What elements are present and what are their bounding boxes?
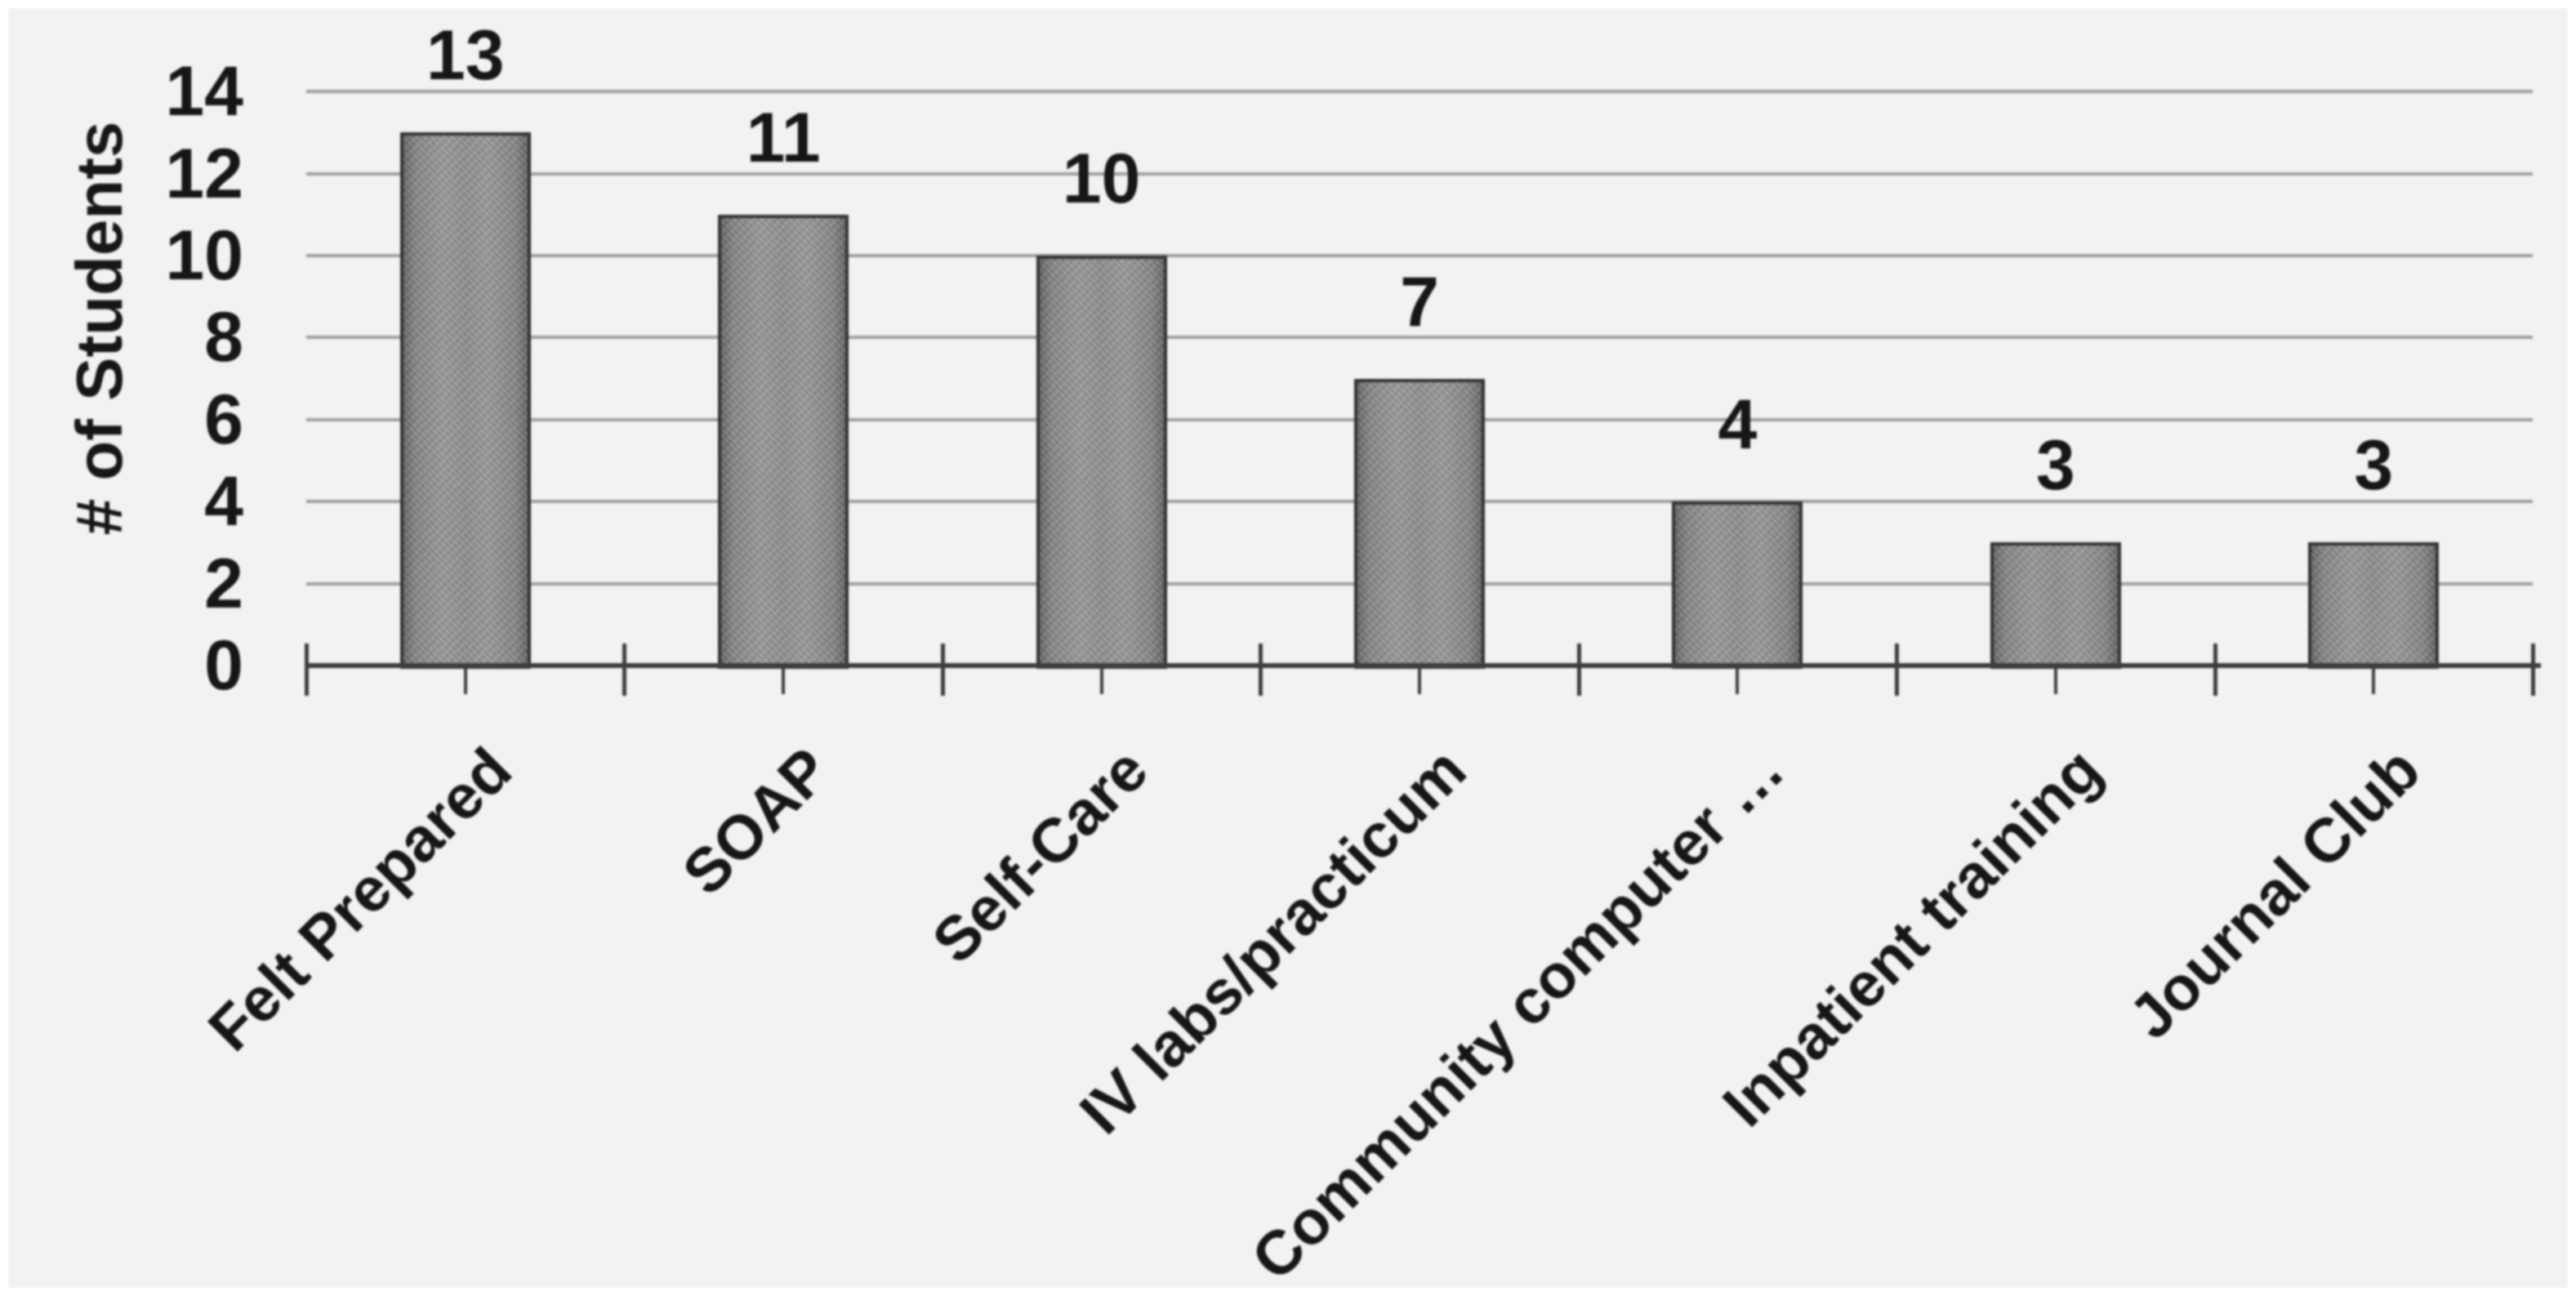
- bar-value-label: 3: [2035, 426, 2075, 505]
- bar-texture: [403, 136, 528, 666]
- y-axis-tick-label: 10: [165, 216, 243, 295]
- bar: [718, 214, 849, 669]
- category-label: Felt Prepared: [195, 734, 525, 1065]
- bar: [1354, 378, 1485, 669]
- bar: [399, 132, 531, 669]
- gridline-y14: [306, 90, 2533, 94]
- y-axis-tick-label: 6: [204, 380, 243, 459]
- x-axis-major-tick: [1895, 644, 1900, 696]
- y-axis-tick-label: 12: [165, 134, 243, 213]
- gridline-y10: [306, 254, 2533, 257]
- bar-chart: # of Students 0 2 4 6 8 10 12 14 13 Felt Prepared…: [8, 8, 2568, 1294]
- x-axis-minor-tick: [1418, 666, 1421, 694]
- bar-texture: [1675, 505, 1800, 666]
- x-axis-major-tick: [940, 644, 945, 696]
- gridline-y8: [306, 336, 2533, 340]
- category-label: Journal Club: [2115, 734, 2434, 1053]
- bar-value-label: 13: [426, 16, 505, 96]
- bar-value-label: 11: [746, 98, 821, 177]
- bar-value-label: 10: [1062, 140, 1141, 218]
- bar-texture: [2311, 546, 2436, 666]
- category-label: Self-Care: [919, 734, 1161, 977]
- x-axis-minor-tick: [782, 666, 786, 694]
- bar-texture: [721, 217, 846, 666]
- x-axis-major-tick: [1576, 644, 1581, 696]
- x-axis-major-tick: [2213, 644, 2217, 696]
- category-label: Community computer …: [1238, 734, 1798, 1294]
- y-axis-tick-label: 14: [165, 52, 243, 131]
- bar: [1036, 256, 1167, 669]
- bar: [1990, 542, 2121, 669]
- category-label: SOAP: [669, 734, 844, 909]
- x-axis-major-tick: [622, 644, 627, 696]
- x-axis-major-tick: [2531, 644, 2535, 696]
- x-axis-major-tick: [1259, 644, 1263, 696]
- x-axis-major-tick: [305, 644, 309, 696]
- bar-value-label: 4: [1718, 385, 1758, 465]
- y-axis-tick-label: 8: [204, 298, 243, 377]
- x-axis-minor-tick: [463, 666, 467, 694]
- y-axis-tick-label: 0: [204, 626, 243, 705]
- y-axis-tick-label: 4: [204, 462, 243, 541]
- x-axis-minor-tick: [1099, 666, 1103, 694]
- x-axis-minor-tick: [2372, 666, 2376, 694]
- x-axis-minor-tick: [2053, 666, 2057, 694]
- y-axis-tick-label: 2: [204, 544, 243, 623]
- bar: [1672, 501, 1803, 669]
- bar-texture: [1993, 546, 2118, 666]
- bar-value-label: 3: [2354, 426, 2394, 505]
- bar-value-label: 7: [1400, 262, 1439, 341]
- bar-texture: [1039, 259, 1164, 666]
- x-axis-line: [306, 663, 2541, 668]
- x-axis-minor-tick: [1736, 666, 1740, 694]
- bar-texture: [1357, 381, 1482, 666]
- bar: [2308, 542, 2440, 669]
- gridline-y12: [306, 171, 2533, 176]
